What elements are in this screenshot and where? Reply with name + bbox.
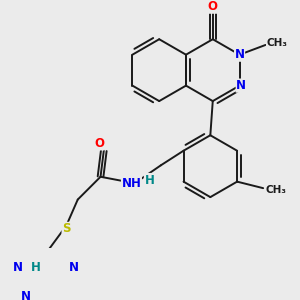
Text: O: O (94, 137, 104, 150)
Text: H: H (31, 261, 41, 274)
Text: O: O (208, 0, 218, 13)
Text: S: S (62, 222, 70, 235)
Text: N: N (69, 261, 79, 274)
Text: CH₃: CH₃ (266, 185, 287, 195)
Text: NH: NH (122, 177, 141, 190)
Text: H: H (144, 173, 154, 187)
Text: N: N (236, 79, 246, 92)
Text: N: N (235, 48, 244, 61)
Text: N: N (13, 261, 23, 274)
Text: N: N (21, 290, 31, 300)
Text: CH₃: CH₃ (266, 38, 287, 48)
